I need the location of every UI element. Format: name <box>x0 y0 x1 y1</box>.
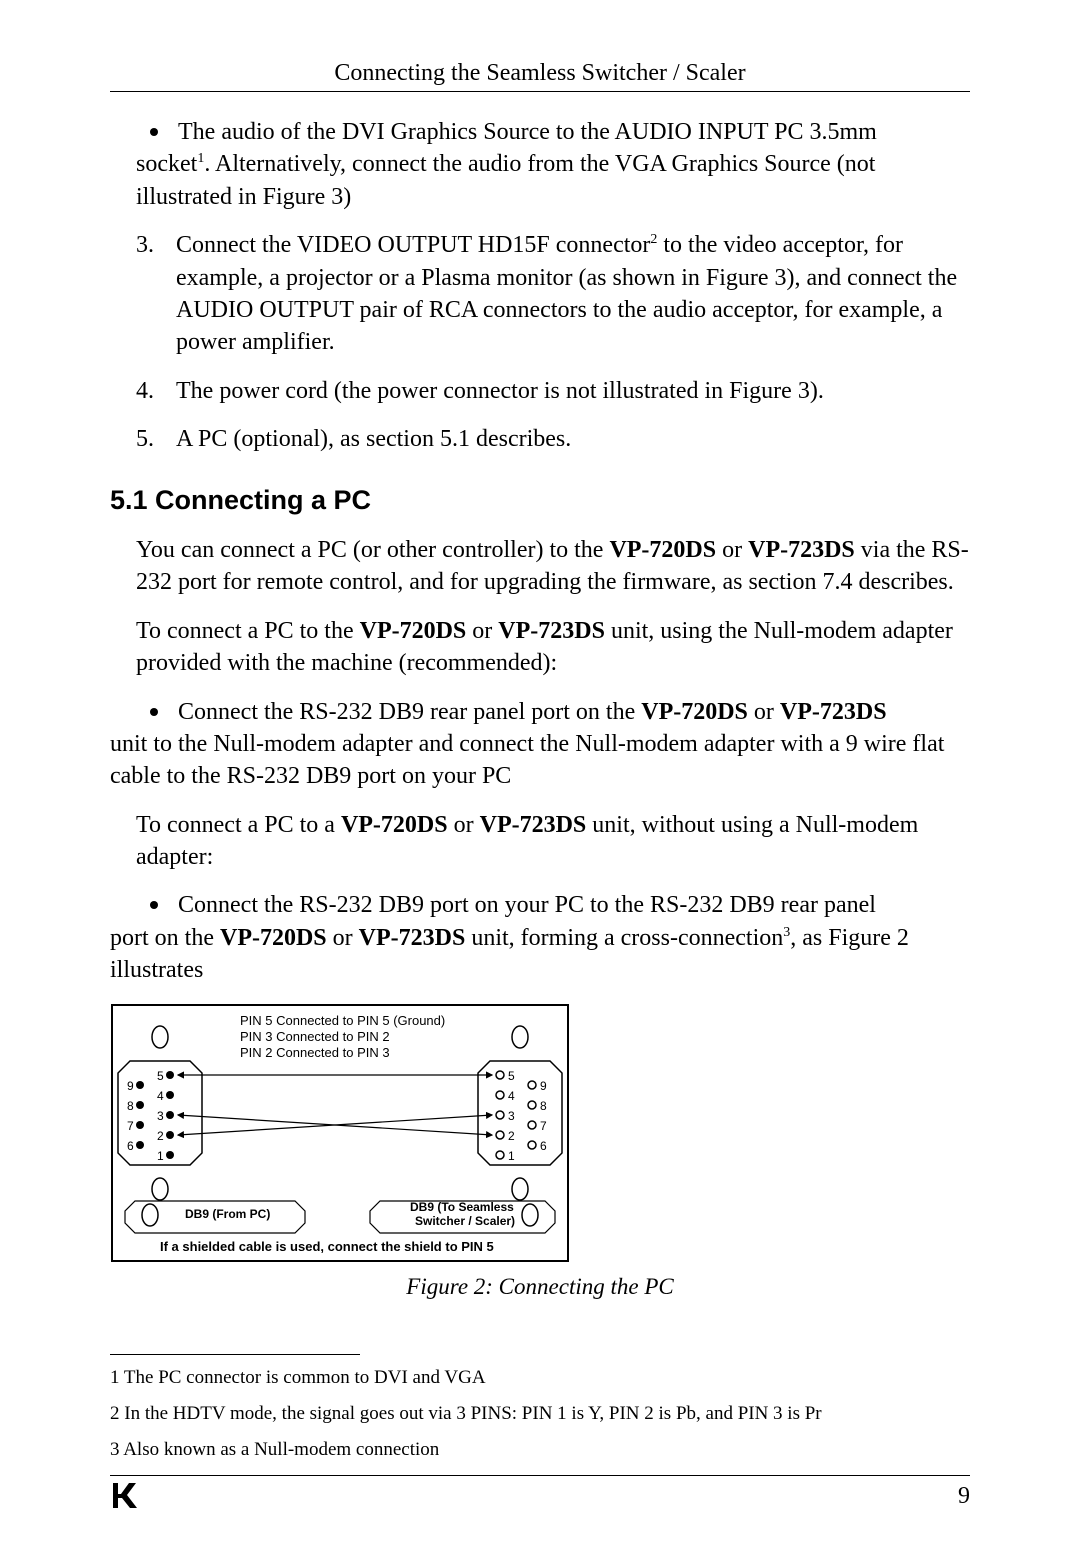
svg-text:2: 2 <box>157 1129 164 1143</box>
bullet-cont-1: socket1. Alternatively, connect the audi… <box>136 148 970 213</box>
svg-text:9: 9 <box>540 1079 547 1093</box>
bullet-cont-3: port on the VP-720DS or VP-723DS unit, f… <box>110 922 970 987</box>
footnote-3: 3 Also known as a Null-modem connection <box>110 1439 970 1461</box>
db9-right-label-2: Switcher / Scaler) <box>415 1214 515 1228</box>
page-footer: KRAMER 9 <box>110 1475 970 1510</box>
db9-diagram: PIN 5 Connected to PIN 5 (Ground) PIN 3 … <box>110 1003 570 1263</box>
svg-text:1: 1 <box>157 1149 164 1163</box>
bullet-icon <box>150 708 158 716</box>
db9-left-label: DB9 (From PC) <box>185 1207 270 1221</box>
left-inner-pins: 5 4 3 2 1 <box>157 1069 174 1163</box>
svg-text:1: 1 <box>508 1149 515 1163</box>
svg-text:6: 6 <box>540 1139 547 1153</box>
right-inner-pins: 5 4 3 2 1 <box>496 1069 515 1163</box>
pin-text-2: PIN 3 Connected to PIN 2 <box>240 1029 390 1044</box>
bullet-audio-dvi: The audio of the DVI Graphics Source to … <box>150 116 970 148</box>
bullet-text: Connect the RS-232 DB9 port on your PC t… <box>178 889 876 921</box>
svg-text:5: 5 <box>508 1069 515 1083</box>
svg-text:8: 8 <box>540 1099 547 1113</box>
page-header: Connecting the Seamless Switcher / Scale… <box>110 60 970 92</box>
bullet-cont-2: unit to the Null-modem adapter and conne… <box>110 728 970 793</box>
svg-text:2: 2 <box>508 1129 515 1143</box>
bullet-text: Connect the RS-232 DB9 rear panel port o… <box>178 696 887 728</box>
step-3-text: Connect the VIDEO OUTPUT HD15F connector… <box>176 229 970 359</box>
step-3-number: 3. <box>136 229 176 359</box>
right-outer-pins: 9 8 7 6 <box>528 1079 547 1153</box>
svg-text:4: 4 <box>157 1089 164 1103</box>
footnote-separator <box>110 1354 360 1355</box>
step-4-number: 4. <box>136 375 176 407</box>
step-4: 4. The power cord (the power connector i… <box>136 375 970 407</box>
page-number: 9 <box>958 1483 970 1510</box>
footnote-2: 2 In the HDTV mode, the signal goes out … <box>110 1403 970 1425</box>
figure-2: PIN 5 Connected to PIN 5 (Ground) PIN 3 … <box>110 1003 970 1302</box>
figure-2-caption: Figure 2: Connecting the PC <box>110 1271 970 1302</box>
svg-text:4: 4 <box>508 1089 515 1103</box>
pin-text-1: PIN 5 Connected to PIN 5 (Ground) <box>240 1013 445 1028</box>
bullet-icon <box>150 128 158 136</box>
svg-text:7: 7 <box>127 1119 134 1133</box>
svg-text:3: 3 <box>508 1109 515 1123</box>
kramer-logo: KRAMER <box>110 1480 140 1510</box>
svg-text:7: 7 <box>540 1119 547 1133</box>
para-intro: You can connect a PC (or other controlle… <box>136 534 970 599</box>
pin-text-3: PIN 2 Connected to PIN 3 <box>240 1045 390 1060</box>
shield-note: If a shielded cable is used, connect the… <box>160 1239 494 1254</box>
bullet-null-modem: Connect the RS-232 DB9 rear panel port o… <box>150 696 970 728</box>
bullet-cross-connection: Connect the RS-232 DB9 port on your PC t… <box>150 889 970 921</box>
db9-right-label-1: DB9 (To Seamless <box>410 1200 514 1214</box>
step-5-text: A PC (optional), as section 5.1 describe… <box>176 423 970 455</box>
step-5: 5. A PC (optional), as section 5.1 descr… <box>136 423 970 455</box>
footnote-1: 1 The PC connector is common to DVI and … <box>110 1367 970 1389</box>
svg-text:9: 9 <box>127 1079 134 1093</box>
step-3: 3. Connect the VIDEO OUTPUT HD15F connec… <box>136 229 970 359</box>
para-without-adapter: To connect a PC to a VP-720DS or VP-723D… <box>136 809 970 874</box>
para-with-adapter: To connect a PC to the VP-720DS or VP-72… <box>136 615 970 680</box>
bullet-text: The audio of the DVI Graphics Source to … <box>178 116 877 148</box>
svg-text:8: 8 <box>127 1099 134 1113</box>
bullet-icon <box>150 901 158 909</box>
left-outer-pins: 9 8 7 6 <box>127 1079 144 1153</box>
svg-text:6: 6 <box>127 1139 134 1153</box>
step-4-text: The power cord (the power connector is n… <box>176 375 970 407</box>
step-5-number: 5. <box>136 423 176 455</box>
section-5-1-heading: 5.1 Connecting a PC <box>110 482 970 518</box>
svg-text:5: 5 <box>157 1069 164 1083</box>
svg-text:3: 3 <box>157 1109 164 1123</box>
